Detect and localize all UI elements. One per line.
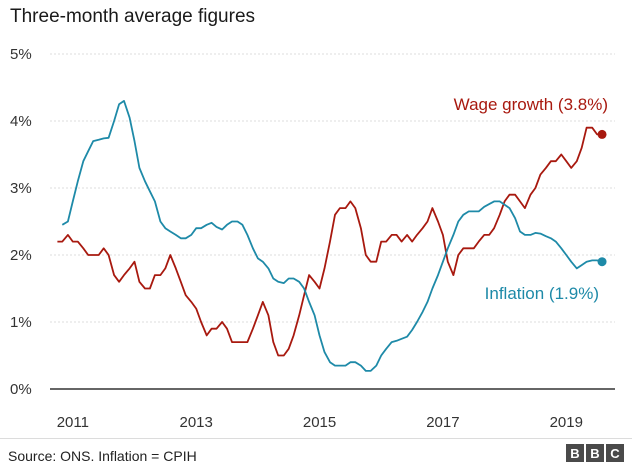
y-tick-label: 4%: [10, 113, 32, 130]
series-lines: [57, 100, 607, 372]
x-tick-label: 2017: [426, 414, 459, 431]
line-chart: 0% 1% 2% 3% 4% 5% 2011 2013 2015 2017 2019 Wage g…: [10, 46, 615, 431]
series-line: [57, 126, 602, 357]
logo-letter: C: [606, 444, 624, 462]
x-tick-label: 2013: [179, 414, 212, 431]
y-tick-label: 2%: [10, 247, 32, 264]
x-axis-ticks: 2011 2013 2015 2017 2019: [57, 414, 583, 431]
series-end-marker: [597, 257, 607, 267]
y-tick-label: 3%: [10, 180, 32, 197]
x-tick-label: 2011: [57, 414, 89, 431]
y-axis-ticks: 0% 1% 2% 3% 4% 5%: [10, 46, 32, 398]
series-annotation: Inflation (1.9%): [485, 284, 599, 303]
x-tick-label: 2015: [303, 414, 336, 431]
bbc-logo: B B C: [566, 444, 624, 462]
y-tick-label: 5%: [10, 46, 32, 63]
logo-letter: B: [586, 444, 604, 462]
source-note: Source: ONS. Inflation = CPIH: [8, 448, 197, 464]
logo-letter: B: [566, 444, 584, 462]
series-line: [61, 100, 603, 372]
series-annotations: Wage growth (3.8%) Inflation (1.9%): [454, 95, 608, 303]
y-tick-label: 0%: [10, 381, 32, 398]
series-end-marker: [597, 129, 607, 139]
series-annotation: Wage growth (3.8%): [454, 95, 608, 114]
x-tick-label: 2019: [550, 414, 583, 431]
y-tick-label: 1%: [10, 314, 32, 331]
chart-title: Three-month average figures: [10, 6, 256, 27]
footer-divider: [0, 438, 632, 439]
